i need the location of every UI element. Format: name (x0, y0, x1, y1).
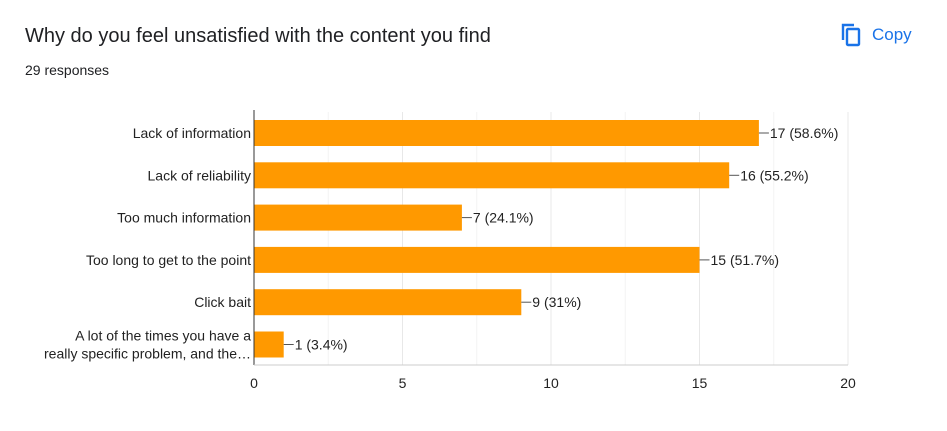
category-label: Lack of reliability (148, 167, 252, 183)
category-label: Too long to get to the point (86, 252, 251, 268)
x-tick-label: 20 (840, 375, 856, 391)
copy-label: Copy (872, 25, 912, 44)
chart-title: Why do you feel unsatisfied with the con… (25, 25, 491, 47)
data-label: 16 (55.2%) (740, 167, 808, 183)
bar (254, 246, 700, 273)
bar (254, 120, 759, 146)
data-label: 1 (3.4%) (295, 337, 348, 353)
data-label: 7 (24.1%) (473, 210, 534, 226)
x-tick-label: 5 (399, 375, 407, 391)
bar (254, 331, 284, 358)
response-count: 29 responses (25, 62, 110, 78)
category-label: Too much information (117, 210, 251, 226)
x-tick-label: 15 (692, 375, 708, 391)
bar (254, 204, 462, 231)
x-tick-label: 0 (250, 375, 258, 391)
category-label: really specific problem, and the… (44, 346, 251, 362)
x-tick-label: 10 (543, 375, 559, 391)
bar (254, 162, 730, 189)
copy-icon (840, 22, 862, 48)
data-label: 9 (31%) (532, 294, 581, 310)
data-label: 17 (58.6%) (770, 125, 838, 141)
category-label: Click bait (194, 294, 251, 310)
data-label: 15 (51.7%) (711, 252, 779, 268)
category-label: A lot of the times you have a (75, 328, 251, 344)
category-label: Lack of information (133, 125, 251, 141)
bar (254, 289, 522, 316)
copy-button[interactable]: Copy (836, 18, 916, 52)
